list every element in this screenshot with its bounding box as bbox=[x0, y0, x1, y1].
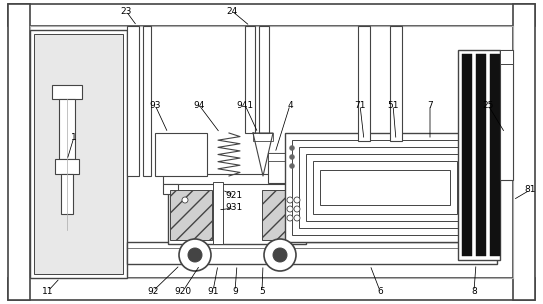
Text: 94: 94 bbox=[193, 101, 205, 109]
Bar bbox=[245, 26, 255, 133]
Bar bbox=[268, 153, 286, 161]
Text: 931: 931 bbox=[225, 203, 243, 212]
Circle shape bbox=[179, 239, 211, 271]
Bar bbox=[462, 54, 472, 256]
Bar bbox=[8, 4, 535, 26]
Text: 1: 1 bbox=[71, 133, 77, 141]
Circle shape bbox=[182, 197, 188, 203]
Bar bbox=[34, 34, 123, 274]
Bar bbox=[500, 50, 513, 64]
Text: 91: 91 bbox=[207, 286, 219, 295]
Bar bbox=[299, 147, 471, 228]
Bar bbox=[320, 170, 450, 205]
Bar bbox=[500, 50, 513, 180]
Text: 25: 25 bbox=[482, 101, 494, 109]
Text: 4: 4 bbox=[287, 101, 293, 109]
Text: 9: 9 bbox=[232, 286, 238, 295]
Circle shape bbox=[287, 215, 293, 221]
Bar bbox=[168, 182, 306, 244]
Circle shape bbox=[289, 164, 294, 168]
Bar bbox=[163, 184, 178, 194]
Bar bbox=[390, 26, 402, 141]
Bar bbox=[259, 26, 269, 133]
Bar bbox=[170, 190, 212, 240]
Text: 5: 5 bbox=[259, 286, 265, 295]
Circle shape bbox=[273, 248, 287, 262]
Circle shape bbox=[287, 206, 293, 212]
Bar bbox=[8, 278, 535, 300]
Bar bbox=[458, 50, 500, 260]
Bar bbox=[8, 4, 30, 300]
Circle shape bbox=[294, 215, 300, 221]
Bar bbox=[55, 159, 79, 174]
Text: 51: 51 bbox=[387, 101, 399, 109]
Text: 24: 24 bbox=[226, 6, 238, 16]
Bar bbox=[127, 242, 497, 264]
Text: 7: 7 bbox=[427, 101, 433, 109]
Bar bbox=[52, 85, 82, 99]
Bar bbox=[127, 26, 139, 176]
Bar bbox=[306, 154, 464, 221]
Circle shape bbox=[264, 239, 296, 271]
Text: 941: 941 bbox=[236, 101, 254, 109]
Bar bbox=[155, 133, 207, 176]
Bar bbox=[358, 26, 370, 141]
Text: 920: 920 bbox=[174, 286, 192, 295]
Circle shape bbox=[289, 146, 294, 150]
Text: 11: 11 bbox=[42, 286, 54, 295]
Text: 921: 921 bbox=[225, 191, 243, 199]
Bar bbox=[262, 190, 304, 240]
Text: 23: 23 bbox=[121, 6, 132, 16]
Bar bbox=[143, 26, 151, 176]
Bar bbox=[513, 4, 535, 300]
Text: 93: 93 bbox=[149, 101, 161, 109]
Bar bbox=[476, 54, 486, 256]
Circle shape bbox=[294, 206, 300, 212]
Circle shape bbox=[287, 197, 293, 203]
Bar bbox=[296, 184, 311, 194]
Text: 71: 71 bbox=[354, 101, 366, 109]
Text: 6: 6 bbox=[377, 286, 383, 295]
Bar bbox=[213, 182, 223, 244]
Circle shape bbox=[294, 197, 300, 203]
Circle shape bbox=[188, 248, 202, 262]
Bar bbox=[285, 133, 485, 242]
Bar bbox=[30, 30, 127, 278]
Text: 92: 92 bbox=[147, 286, 159, 295]
Bar bbox=[268, 153, 286, 183]
Bar bbox=[490, 54, 500, 256]
Circle shape bbox=[289, 154, 294, 160]
Text: 8: 8 bbox=[471, 286, 477, 295]
Text: 81: 81 bbox=[524, 185, 536, 195]
Bar bbox=[313, 161, 457, 214]
Bar bbox=[59, 99, 75, 159]
Bar bbox=[163, 174, 311, 184]
Bar bbox=[61, 174, 73, 214]
Bar bbox=[292, 140, 478, 235]
Bar bbox=[253, 133, 273, 141]
